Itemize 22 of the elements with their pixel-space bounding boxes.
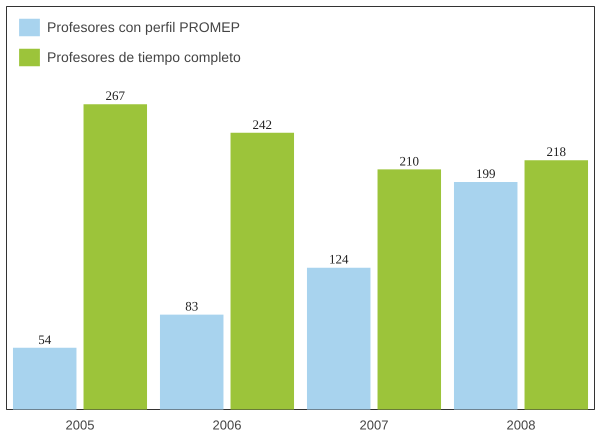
bar xyxy=(454,182,518,410)
bar xyxy=(306,268,370,410)
legend-label: Profesores con perfil PROMEP xyxy=(47,19,240,35)
data-label: 54 xyxy=(38,332,52,347)
x-tick-label: 2008 xyxy=(506,418,536,432)
x-tick-label: 2007 xyxy=(360,418,388,432)
data-label: 199 xyxy=(476,166,496,181)
bar xyxy=(84,104,148,410)
data-label: 210 xyxy=(400,153,420,168)
bar xyxy=(160,314,224,410)
x-tick-label: 2005 xyxy=(66,418,94,432)
data-label: 267 xyxy=(106,88,126,104)
data-label: 218 xyxy=(546,144,566,160)
bar xyxy=(524,160,588,410)
data-label: 124 xyxy=(328,252,349,267)
data-label: 242 xyxy=(252,116,272,132)
legend-label: Profesores de tiempo completo xyxy=(47,49,241,65)
x-tick-label: 2006 xyxy=(212,418,242,432)
bar xyxy=(230,132,294,410)
bar xyxy=(378,169,442,410)
data-label: 83 xyxy=(185,298,198,314)
bar xyxy=(12,348,76,410)
